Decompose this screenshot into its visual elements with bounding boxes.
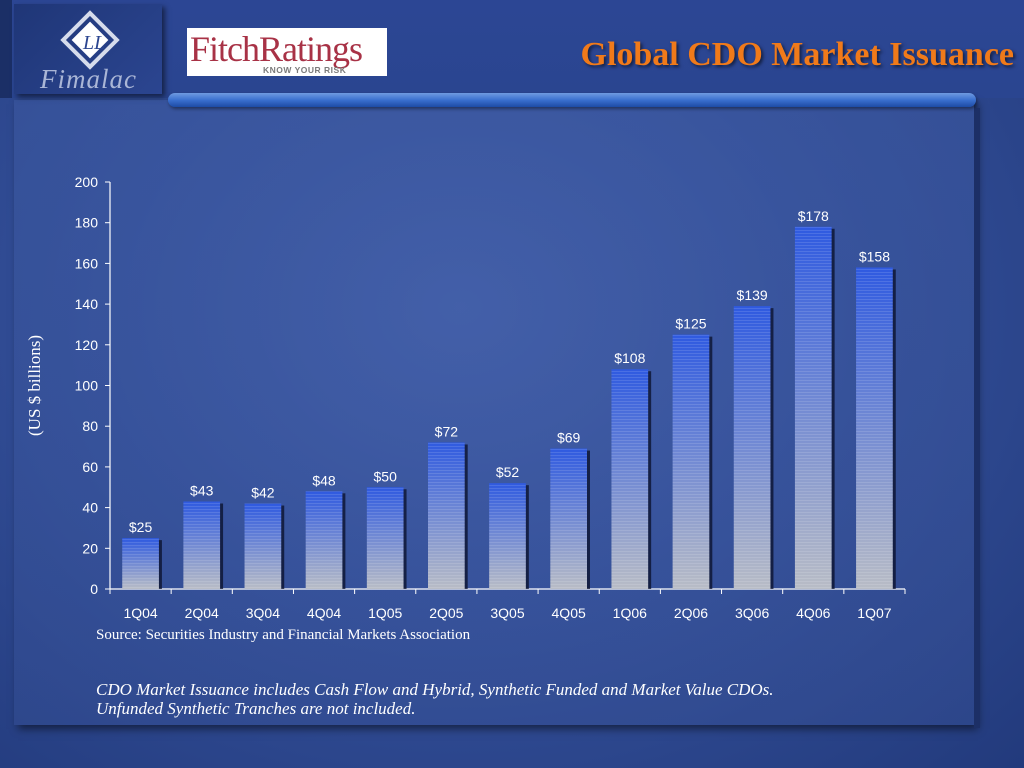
data-label: $125 bbox=[675, 316, 706, 332]
fimalac-logo: LL Fimalac bbox=[14, 4, 162, 94]
fimalac-logo-text: Fimalac bbox=[40, 64, 137, 94]
bar-texture bbox=[733, 306, 771, 589]
header-divider-bar bbox=[168, 93, 976, 107]
x-tick-label: 2Q06 bbox=[674, 605, 708, 621]
data-label: $139 bbox=[737, 287, 768, 303]
bar-texture bbox=[366, 487, 404, 589]
data-label: $158 bbox=[859, 248, 890, 264]
bar-texture bbox=[183, 501, 221, 589]
bar-texture bbox=[611, 369, 649, 589]
header-band bbox=[0, 0, 1024, 98]
bar-texture bbox=[672, 334, 710, 589]
footnote: CDO Market Issuance includes Cash Flow a… bbox=[96, 680, 956, 718]
bar-texture bbox=[122, 538, 159, 589]
x-tick-label: 2Q04 bbox=[185, 605, 219, 621]
x-tick-label: 4Q06 bbox=[796, 605, 830, 621]
data-label: $50 bbox=[374, 468, 398, 484]
data-label: $178 bbox=[798, 208, 829, 224]
data-label: $25 bbox=[129, 519, 153, 535]
data-label: $72 bbox=[435, 423, 459, 439]
y-tick-label: 140 bbox=[75, 296, 99, 312]
data-label: $69 bbox=[557, 430, 581, 446]
bar-texture bbox=[428, 442, 465, 589]
y-tick-label: 120 bbox=[75, 337, 99, 353]
y-tick-label: 60 bbox=[82, 459, 98, 475]
y-tick-label: 160 bbox=[75, 255, 99, 271]
y-tick-label: 40 bbox=[82, 500, 98, 516]
bar-texture bbox=[550, 448, 587, 589]
x-tick-label: 3Q06 bbox=[735, 605, 769, 621]
y-tick-label: 80 bbox=[82, 418, 98, 434]
data-label: $52 bbox=[496, 464, 520, 480]
bar-texture bbox=[305, 491, 343, 589]
svg-text:LL: LL bbox=[82, 32, 105, 54]
source-note: Source: Securities Industry and Financia… bbox=[96, 627, 471, 643]
fimalac-emblem-icon: LL bbox=[60, 10, 120, 70]
footnote-line-2: Unfunded Synthetic Tranches are not incl… bbox=[96, 699, 416, 718]
x-tick-label: 1Q04 bbox=[123, 605, 157, 621]
fitch-tagline: KNOW YOUR RISK bbox=[263, 65, 347, 75]
x-tick-label: 3Q05 bbox=[490, 605, 524, 621]
bar-texture bbox=[244, 503, 282, 589]
x-tick-label: 3Q04 bbox=[246, 605, 280, 621]
bar-texture bbox=[489, 483, 526, 589]
data-label: $43 bbox=[190, 482, 214, 498]
data-label: $42 bbox=[251, 485, 275, 501]
chart-bars bbox=[122, 226, 896, 589]
x-tick-label: 1Q07 bbox=[857, 605, 891, 621]
footnote-line-1: CDO Market Issuance includes Cash Flow a… bbox=[96, 680, 774, 699]
x-tick-label: 4Q05 bbox=[552, 605, 586, 621]
x-tick-label: 1Q05 bbox=[368, 605, 402, 621]
data-label: $108 bbox=[614, 350, 645, 366]
left-stripe bbox=[0, 0, 12, 98]
chart-labels: $25 1Q04 $43 2Q04 $42 3Q04 $48 4Q04 $50 1Q05 $72 2Q… bbox=[123, 208, 891, 621]
x-tick-label: 2Q05 bbox=[429, 605, 463, 621]
y-tick-label: 180 bbox=[75, 215, 99, 231]
fitch-logo-text: FitchRatings bbox=[190, 29, 363, 69]
fitch-logo: FitchRatings KNOW YOUR RISK bbox=[187, 28, 387, 76]
x-tick-label: 1Q06 bbox=[613, 605, 647, 621]
x-tick-label: 4Q04 bbox=[307, 605, 341, 621]
y-tick-label: 200 bbox=[75, 174, 99, 190]
page-title: Global CDO Market Issuance bbox=[580, 36, 1015, 73]
y-axis-label: (US $ billions) bbox=[25, 334, 44, 436]
bar-texture bbox=[856, 267, 893, 589]
bar-texture bbox=[794, 226, 832, 589]
y-tick-label: 100 bbox=[75, 378, 99, 394]
data-label: $48 bbox=[312, 472, 336, 488]
y-tick-label: 0 bbox=[90, 581, 98, 597]
y-tick-label: 20 bbox=[82, 540, 98, 556]
